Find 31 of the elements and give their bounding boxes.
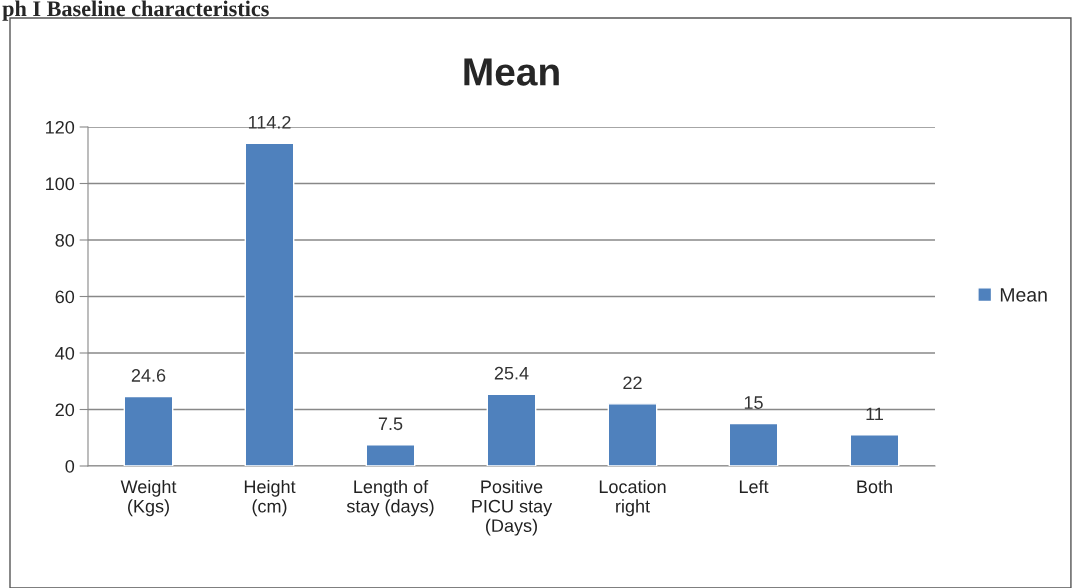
data-label: 114.2 (248, 115, 291, 129)
x-tick-label: Location right (599, 479, 666, 517)
x-tick-label: Height (cm) (244, 479, 296, 517)
bar (123, 395, 174, 466)
y-tick-label: 0 (65, 459, 75, 473)
y-tick-label: 40 (55, 346, 75, 360)
x-tick-label: Positive PICU stay (Days) (472, 479, 553, 536)
y-tick-label: 120 (46, 120, 75, 134)
data-label: 11 (866, 407, 883, 421)
x-tick-label: Both (857, 479, 892, 494)
data-label: 7.5 (378, 417, 403, 431)
x-tick-label: Length of stay (days) (346, 479, 434, 517)
bar (486, 393, 537, 466)
bar (607, 403, 658, 466)
y-tick-label: 60 (55, 290, 75, 304)
data-label: 15 (744, 396, 763, 409)
text: ph I Baseline characteristics (2, 0, 269, 21)
data-label: 22 (623, 376, 642, 389)
x-tick-label: Weight (Kgs) (120, 479, 177, 517)
chart-title: Mean (464, 58, 559, 86)
legend-label: Mean (1000, 288, 1047, 302)
x-tick-label: Left (739, 479, 769, 494)
y-tick-label: 80 (55, 233, 75, 247)
y-tick-label: 20 (55, 403, 75, 417)
data-label: 25.4 (494, 366, 529, 380)
bar (849, 434, 900, 466)
data-label: 24.6 (131, 369, 166, 382)
bar (244, 142, 295, 466)
bar (365, 444, 416, 466)
bar (728, 422, 779, 466)
y-tick-label: 100 (46, 177, 75, 191)
